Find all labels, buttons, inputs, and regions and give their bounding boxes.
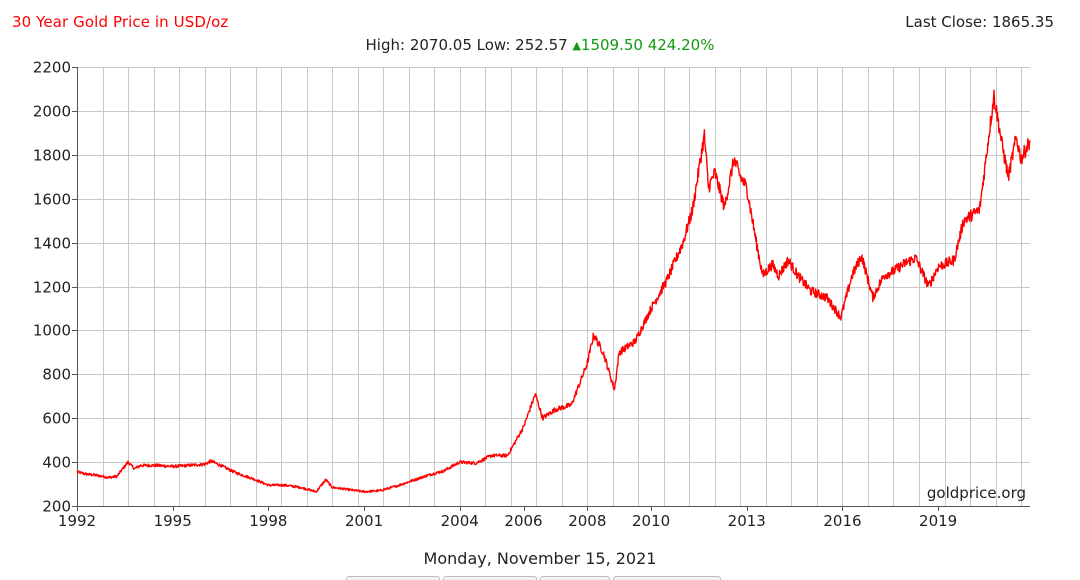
range-button-2[interactable] [443, 576, 537, 580]
x-tick-label: 1995 [154, 512, 192, 530]
x-tick-label: 1998 [249, 512, 287, 530]
gold-price-line [76, 89, 1031, 494]
y-tick-label: 600 [42, 410, 71, 428]
chart-title: 30 Year Gold Price in USD/oz [12, 13, 229, 31]
x-tick-label: 2006 [504, 512, 542, 530]
price-change-label: 1509.50 424.20% [580, 36, 715, 54]
y-tick-label: 1800 [33, 147, 71, 165]
range-button-1[interactable] [346, 576, 440, 580]
x-tick-label: 2010 [632, 512, 670, 530]
y-tick-label: 1400 [33, 235, 71, 253]
x-tick-label: 2019 [919, 512, 957, 530]
x-tick-label: 2008 [568, 512, 606, 530]
y-tick-label: 200 [42, 498, 71, 516]
range-button-4[interactable] [613, 576, 721, 580]
y-tick-label: 1000 [33, 322, 71, 340]
y-tick-label: 2000 [33, 103, 71, 121]
y-tick-label: 400 [42, 454, 71, 472]
x-tick-label: 2013 [728, 512, 766, 530]
y-tick-label: 1200 [33, 279, 71, 297]
chart-date: Monday, November 15, 2021 [423, 549, 657, 568]
y-tick-label: 2200 [33, 59, 71, 77]
range-button-3[interactable] [540, 576, 610, 580]
y-tick-label: 1600 [33, 191, 71, 209]
y-tick-label: 800 [42, 366, 71, 384]
up-triangle-icon: ▲ [572, 39, 581, 52]
watermark-label: goldprice.org [927, 484, 1026, 502]
x-tick-label: 2004 [441, 512, 479, 530]
x-tick-label: 2001 [345, 512, 383, 530]
x-tick-label: 1992 [58, 512, 96, 530]
price-stats: High: 2070.05 Low: 252.57 ▲1509.50 424.2… [0, 36, 1080, 54]
last-close-label: Last Close: 1865.35 [905, 13, 1054, 31]
high-low-label: High: 2070.05 Low: 252.57 [365, 36, 568, 54]
x-tick-label: 2016 [823, 512, 861, 530]
